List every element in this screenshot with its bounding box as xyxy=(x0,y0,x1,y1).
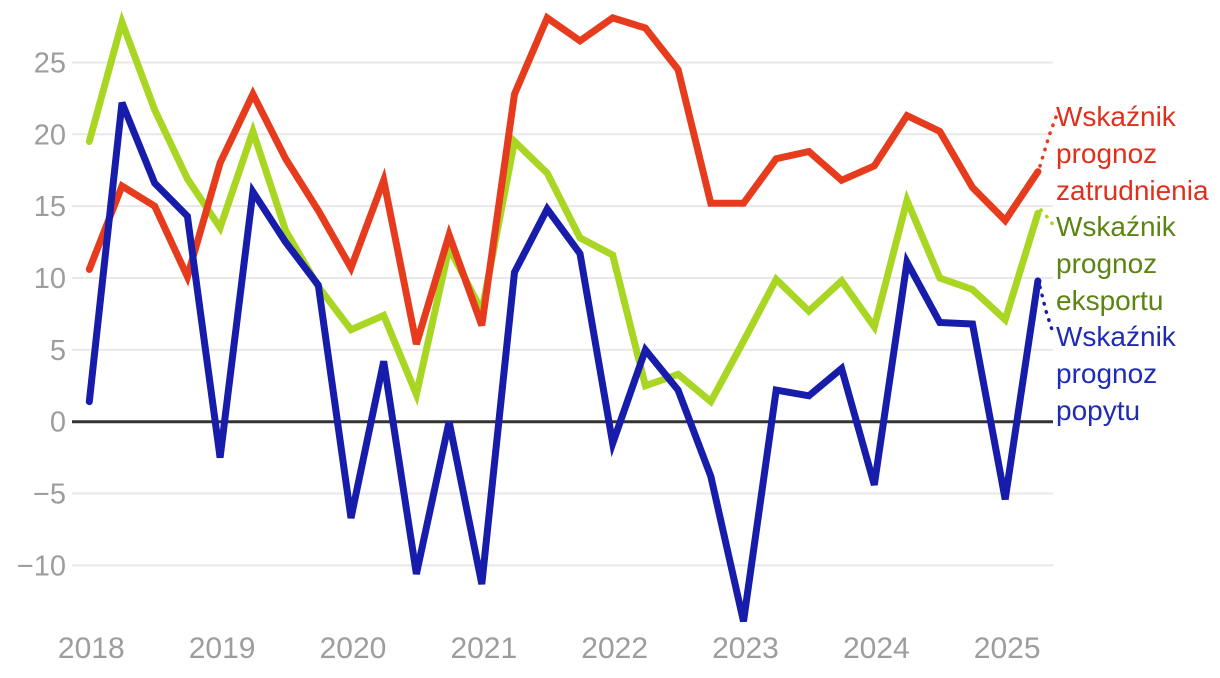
y-tick-label: 10 xyxy=(34,263,66,295)
legend-label-popytu: Wskaźnik prognoz popytu xyxy=(1056,321,1176,426)
x-tick-label: 2025 xyxy=(974,632,1041,665)
x-tick-labels: 2018 2019 2020 2021 2022 2023 2024 2025 xyxy=(58,632,1041,665)
legend-leader-lines xyxy=(1038,115,1058,335)
x-tick-label: 2021 xyxy=(450,632,517,665)
leader-line-zatrudnienia xyxy=(1038,115,1058,168)
series-line-eksportu xyxy=(85,10,1042,408)
x-tick-label: 2022 xyxy=(581,632,648,665)
y-tick-label: −5 xyxy=(33,479,66,511)
series-line-zatrudnienia xyxy=(85,12,1042,346)
y-tick-label: 25 xyxy=(34,47,66,79)
series-line-popytu xyxy=(85,101,1042,623)
leader-line-eksportu xyxy=(1039,208,1056,228)
legend-label-zatrudnienia: Wskaźnik prognoz zatrudnienia xyxy=(1056,101,1209,206)
y-tick-label: 20 xyxy=(34,119,66,151)
x-tick-label: 2018 xyxy=(58,632,125,665)
y-tick-label: 5 xyxy=(50,335,66,367)
y-tick-label: 0 xyxy=(50,407,66,439)
x-tick-label: 2023 xyxy=(712,632,779,665)
y-tick-labels: 25 20 15 10 5 0 −5 −10 xyxy=(17,47,66,582)
y-tick-label: −10 xyxy=(17,550,66,582)
y-tick-label: 15 xyxy=(34,191,66,223)
x-tick-label: 2019 xyxy=(189,632,256,665)
series-lines xyxy=(85,10,1042,623)
leader-line-popytu xyxy=(1038,285,1055,335)
x-tick-label: 2020 xyxy=(320,632,387,665)
x-tick-label: 2024 xyxy=(843,632,910,665)
legend-label-eksportu: Wskaźnik prognoz eksportu xyxy=(1056,211,1176,316)
gridlines xyxy=(72,61,1053,567)
